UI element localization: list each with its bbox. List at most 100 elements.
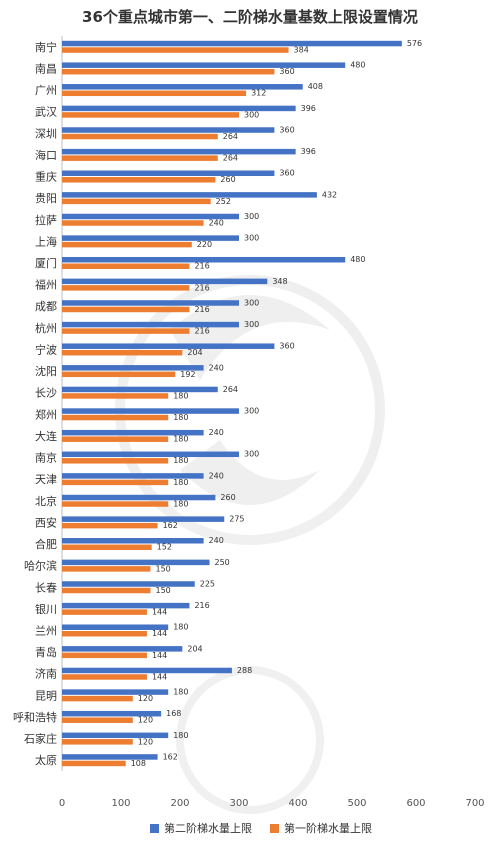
bar-series-1 [62,241,192,248]
bar-series-2 [62,754,158,760]
data-label: 576 [407,39,422,48]
category-label: 广州 [35,84,57,97]
category-label: 太原 [35,754,57,767]
bar-series-1 [62,263,190,269]
data-label: 216 [194,283,209,292]
data-label: 180 [173,623,188,632]
bar-series-2 [62,321,239,328]
data-label: 144 [152,608,167,617]
data-label: 360 [279,342,294,351]
category-label: 南宁 [35,40,57,54]
legend-label: 第二阶梯水量上限 [164,822,252,835]
category-label: 杭州 [35,321,57,335]
data-label: 300 [244,407,259,416]
bar-series-2 [62,473,204,479]
data-label: 225 [200,579,215,588]
category-label: 贵阳 [35,192,57,205]
data-label: 144 [152,629,167,638]
data-label: 300 [244,110,259,119]
legend-item-series-1: 第一阶梯水量上限 [270,820,372,836]
category-label: 南京 [35,451,57,465]
category-label: 石家庄 [24,732,57,746]
data-label: 180 [173,435,188,444]
data-label: 360 [279,169,294,178]
x-tick-label: 0 [59,798,65,809]
data-label: 252 [216,197,231,206]
data-label: 264 [223,132,238,141]
bar-series-1 [62,328,190,334]
data-label: 260 [220,493,235,502]
data-label: 480 [350,61,365,70]
data-label: 300 [244,320,259,329]
data-label: 300 [244,234,259,243]
bar-series-2 [62,408,239,414]
data-label: 264 [223,154,238,163]
chart-legend: 第二阶梯水量上限 第一阶梯水量上限 [150,820,372,836]
data-label: 264 [223,385,238,394]
bar-series-1 [62,760,126,767]
bar-series-1 [62,674,147,680]
category-label: 长春 [35,581,57,594]
data-label: 240 [209,218,224,227]
category-label: 海口 [35,148,57,162]
data-label: 312 [251,89,266,98]
bar-series-2 [62,256,346,263]
bar-series-2 [62,538,204,544]
category-label: 厦门 [35,256,57,270]
data-label: 120 [138,716,153,725]
category-label: 济南 [35,667,57,681]
data-label: 480 [350,255,365,264]
data-label: 300 [244,212,259,221]
data-label: 360 [279,67,294,76]
data-label: 396 [301,147,316,156]
x-tick-label: 700 [465,798,484,809]
bar-series-1 [62,739,133,745]
data-label: 180 [173,391,188,400]
category-label: 大连 [35,429,57,443]
category-label: 上海 [35,234,57,248]
category-label: 西安 [35,515,57,529]
bar-series-1 [62,393,169,399]
legend-swatch [270,823,279,833]
data-label: 348 [272,277,287,286]
category-label: 重庆 [35,170,57,184]
x-tick-label: 300 [229,798,248,809]
data-label: 216 [194,262,209,271]
category-label: 青岛 [35,645,57,659]
bar-series-1 [62,133,218,140]
data-label: 216 [194,327,209,336]
data-label: 168 [166,709,181,718]
bar-series-2 [62,148,296,155]
category-label: 福州 [35,278,57,292]
bar-series-2 [62,451,239,458]
bar-series-2 [62,602,190,609]
bar-series-2 [62,192,317,198]
bar-series-1 [62,630,147,637]
bar-series-1 [62,155,218,161]
data-label: 300 [244,450,259,459]
bar-series-1 [62,47,289,53]
bar-series-1 [62,112,239,118]
bar-series-2 [62,710,162,717]
bar-series-1 [62,285,190,291]
bar-series-1 [62,220,204,226]
bar-series-2 [62,127,275,133]
bar-series-1 [62,501,169,507]
data-label: 240 [209,363,224,372]
data-label: 300 [244,298,259,307]
bar-series-2 [62,646,183,652]
data-label: 192 [180,370,195,379]
category-label: 沈阳 [35,364,57,378]
category-label: 宁波 [35,342,57,356]
data-label: 250 [215,558,230,567]
bar-series-2 [62,235,239,241]
bar-series-2 [62,494,216,501]
bar-series-1 [62,652,147,659]
data-label: 240 [209,428,224,437]
x-tick-label: 500 [347,798,366,809]
data-label: 108 [131,759,146,768]
data-label: 384 [294,46,309,55]
bar-series-1 [62,717,133,723]
data-label: 180 [173,413,188,422]
